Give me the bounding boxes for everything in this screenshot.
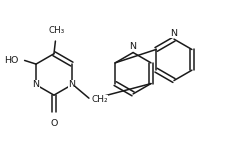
Text: HO: HO [4, 56, 18, 65]
Text: N: N [33, 80, 40, 89]
Text: CH₂: CH₂ [92, 95, 108, 104]
Text: N: N [170, 29, 178, 38]
Text: CH₃: CH₃ [49, 26, 65, 35]
Text: N: N [130, 42, 137, 51]
Text: N: N [68, 80, 75, 89]
Text: O: O [50, 119, 58, 128]
